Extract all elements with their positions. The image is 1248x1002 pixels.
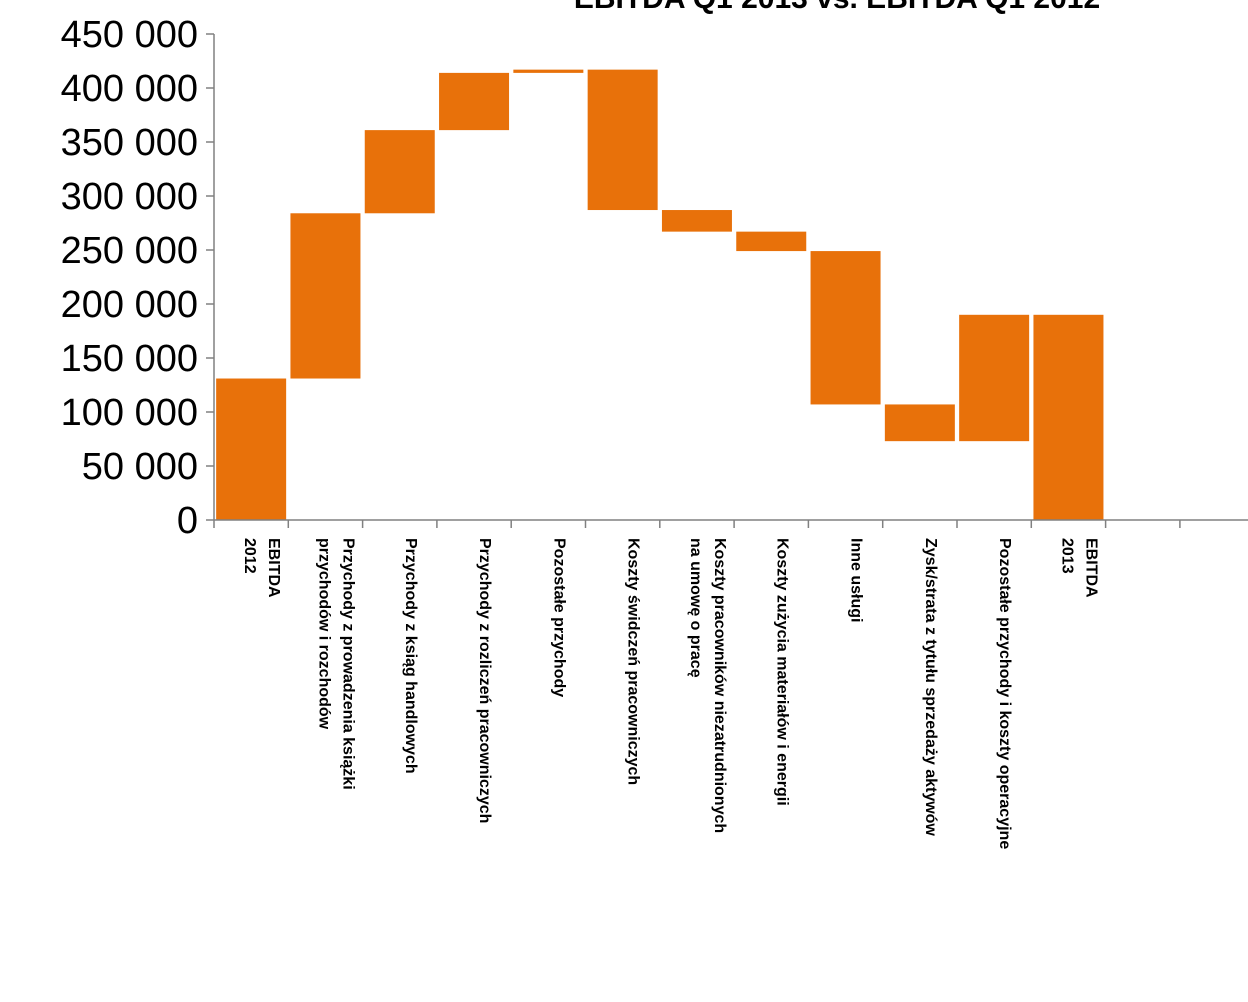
x-tick-label: Pozostałe przychody [550,538,567,697]
y-tick-label: 450 000 [61,14,198,56]
x-tick-label: na umowę o pracę [687,538,704,678]
waterfall-bar [810,251,881,405]
y-axis: 0 50 000 100 000 150 000 200 000 250 000 300 0… [61,14,215,542]
x-tick-label: EBITDA [265,538,282,598]
x-tick-label: Przychody z prowadzenia książki [339,538,356,790]
x-tick-label: Koszty zużycia materiałów i energii [773,538,790,806]
x-tick-labels: EBITDA 2012 Przychody z prowadzenia książk… [241,538,1099,849]
x-tick-label: Koszty pracowników niezatrudnionych [711,538,728,833]
x-tick-label: Pozostałe przychody i koszty operacyjne [996,538,1013,849]
waterfall-bar [364,130,435,214]
y-tick-label: 50 000 [82,446,198,488]
waterfall-bar [959,314,1030,442]
x-tick-label: Koszty świdczeń pracowniczych [625,538,642,785]
y-tick-label: 0 [177,500,198,542]
y-tick-label: 150 000 [61,338,198,380]
waterfall-bar [736,231,807,252]
y-tick-label: 400 000 [61,68,198,110]
x-tick-label: 2012 [241,538,258,574]
waterfall-bar [513,69,584,73]
x-tick-label: Przychody z rozliczeń pracowniczych [476,538,493,823]
chart-title: EBITDA Q1 2013 vs. EBITDA Q1 2012 [574,0,1100,15]
x-tick-label: Przychody z ksiąg handlowych [402,538,419,774]
bars-group [216,69,1104,520]
x-tick-label: Zysk/strata z tytułu sprzedaży aktywów [922,538,939,836]
x-tick-label: 2013 [1059,538,1076,574]
y-tick-label: 300 000 [61,176,198,218]
y-tick-label: 200 000 [61,284,198,326]
waterfall-bar [439,72,510,131]
x-tick-label: przychodów i rozchodów [315,538,332,730]
waterfall-bar [661,210,732,232]
y-tick-label: 350 000 [61,122,198,164]
y-tick-label: 100 000 [61,392,198,434]
waterfall-bar [587,69,658,211]
x-tick-label: EBITDA [1083,538,1100,598]
x-tick-label: Inne usługi [848,538,865,622]
y-tick-label: 250 000 [61,230,198,272]
waterfall-bar [290,213,361,379]
waterfall-bar [216,378,287,520]
waterfall-bar [1033,314,1104,520]
x-axis [213,519,1248,528]
waterfall-bar [884,404,955,442]
